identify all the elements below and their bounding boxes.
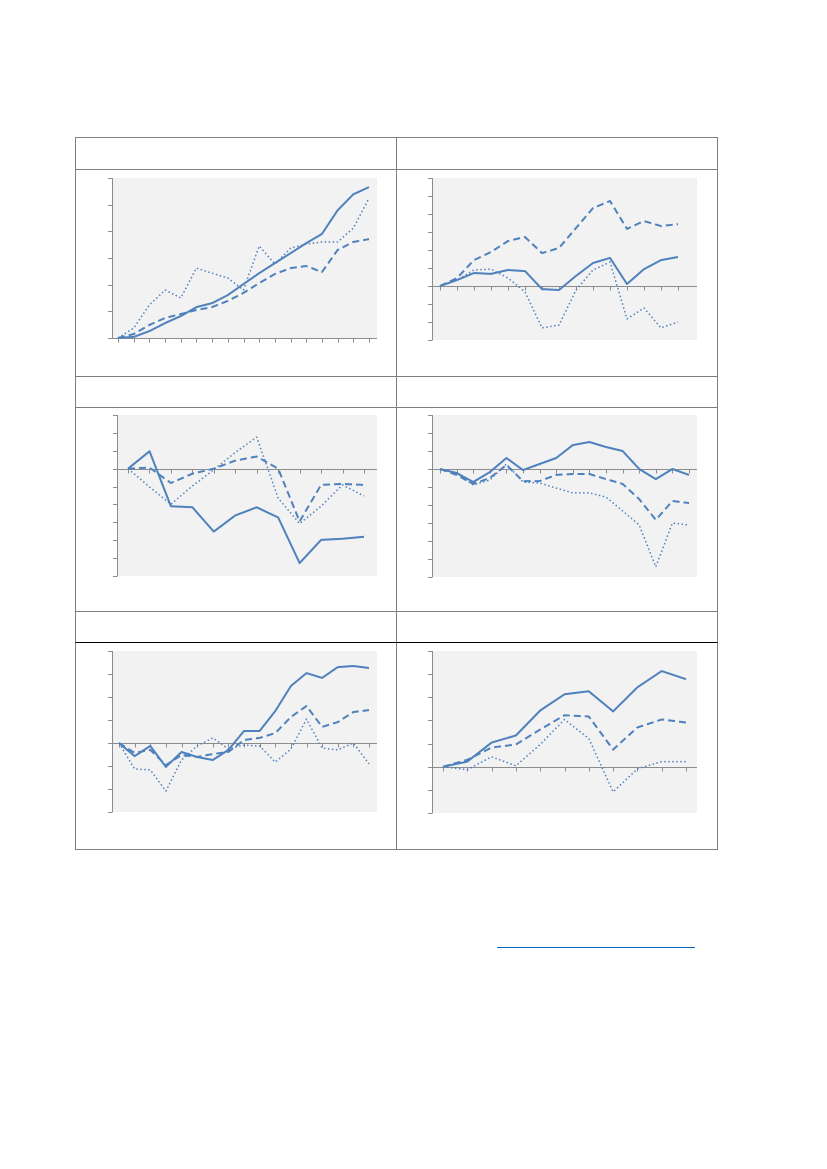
plot-area [432,415,697,577]
series-line [117,238,370,339]
series-line [118,705,370,767]
series-line [117,197,370,339]
series-line [118,718,370,792]
series-line [117,186,370,339]
table-frame [75,137,718,850]
plot-area [432,178,697,340]
series-line [439,261,679,329]
chart [428,178,697,341]
plot-area [117,415,377,576]
series-line [442,670,687,768]
chart [428,651,697,814]
series-line [439,200,679,287]
series-line [439,441,690,483]
series-line [439,256,679,291]
chart [113,415,377,577]
plot-area [432,651,697,813]
plot-area [112,178,377,338]
series-line [442,718,686,793]
series-line [127,450,365,565]
series-line [442,714,687,768]
chart [428,415,697,578]
series-line [439,464,690,521]
chart [108,178,377,343]
chart [108,651,377,813]
series-line [127,455,365,523]
series-line [439,463,690,568]
